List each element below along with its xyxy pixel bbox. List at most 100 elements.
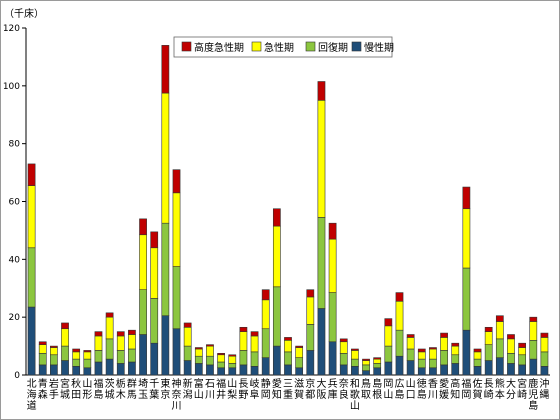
bar-segment (105, 316, 114, 340)
bar-segment (295, 367, 304, 376)
bar-segment (339, 353, 348, 366)
bar-segment (462, 329, 471, 376)
bar-segment (540, 337, 549, 353)
bar-segment (328, 222, 337, 240)
bar-segment (462, 208, 471, 269)
bar-segment (272, 345, 281, 376)
x-category-label: 大分 (506, 377, 516, 401)
bar-segment (194, 355, 203, 364)
bar-segment (217, 361, 225, 369)
legend-label: 高度急性期 (194, 41, 244, 54)
bar-segment (417, 348, 426, 353)
x-category-label: 福岡 (461, 377, 471, 401)
bar-segment (206, 345, 214, 357)
bar-segment (507, 363, 515, 376)
bar-segment (128, 329, 136, 335)
bar-segment (306, 289, 315, 298)
x-category-label: 宮崎 (517, 377, 527, 401)
x-category-label: 鳥取 (361, 377, 371, 401)
bar-segment (172, 169, 181, 194)
bar-segment (172, 328, 181, 376)
bar-segment (395, 292, 404, 302)
bar-segment (362, 364, 370, 371)
bar-segment (139, 234, 147, 290)
bar-segment (194, 347, 203, 350)
bar-segment (94, 350, 103, 363)
bar-segment (284, 339, 292, 353)
bar-segment (440, 350, 448, 366)
bar-segment (395, 355, 404, 376)
bar-segment (540, 332, 549, 338)
bar-segment (518, 347, 526, 356)
bar-segment (38, 344, 47, 354)
bar-segment (417, 351, 426, 360)
bar-segment (27, 247, 36, 308)
x-category-label: 埼玉 (138, 377, 148, 401)
x-category-label: 福井 (216, 377, 226, 401)
bar-segment (339, 341, 348, 354)
x-category-label: 鹿児島 (528, 377, 538, 412)
bar-segment (384, 361, 393, 376)
bar-segment (328, 238, 337, 293)
bar-segment (116, 363, 125, 376)
bar-segment (406, 360, 415, 376)
legend-label: 慢性期 (364, 41, 394, 54)
x-category-label: 兵庫 (328, 377, 338, 401)
bar-segment (61, 360, 69, 376)
bar-segment (306, 296, 315, 325)
bar-segment (440, 364, 448, 376)
bar-segment (116, 335, 125, 351)
bar-segment (507, 353, 515, 364)
bar-segment (317, 99, 326, 218)
bar-segment (27, 185, 36, 249)
bar-segment (161, 222, 170, 317)
bar-segment (507, 334, 515, 340)
bar-segment (284, 337, 292, 341)
bar-segment (72, 358, 81, 367)
bar-segment (317, 217, 326, 309)
bar-segment (217, 354, 225, 363)
bar-segment (484, 326, 493, 332)
x-category-label: 島根 (372, 377, 382, 401)
bar-segment (61, 345, 69, 361)
x-category-label: 秋田 (71, 377, 81, 401)
bar-segment (38, 353, 47, 366)
bar-segment (239, 326, 248, 332)
bar-segment (351, 350, 359, 360)
x-category-label: 山梨 (227, 378, 237, 401)
x-category-label: 石川 (205, 379, 215, 401)
bar-segment (395, 300, 404, 331)
bar-segment (261, 299, 270, 330)
bar-segment (339, 338, 348, 343)
x-category-label: 愛知 (272, 377, 282, 401)
bar-segment (116, 331, 125, 337)
x-category-label: 愛媛 (439, 377, 449, 401)
bar-segment (94, 335, 103, 351)
bar-segment (417, 367, 426, 376)
bar-segment (250, 335, 259, 353)
bar-segment (83, 358, 92, 369)
bar-segment (351, 348, 359, 351)
bar-segment (49, 364, 58, 376)
bar-segment (194, 348, 203, 357)
bar-segment (529, 358, 538, 376)
bar-segment (518, 342, 526, 348)
x-category-label: 徳島 (417, 377, 427, 401)
x-category-label: 熊本 (495, 377, 505, 401)
bar-segment (362, 360, 370, 366)
bar-segment (429, 347, 437, 350)
x-category-label: 高知 (450, 377, 460, 401)
bar-segment (94, 331, 103, 337)
bar-segment (72, 366, 81, 376)
bar-segment (183, 322, 192, 328)
x-category-label: 富山 (194, 377, 204, 401)
x-category-label: 大阪 (316, 377, 326, 401)
legend-label: 急性期 (264, 41, 294, 54)
bar-segment (139, 289, 147, 335)
bar-segment (206, 364, 214, 376)
y-tick-label: 80 (9, 140, 21, 150)
x-category-label: 青森 (38, 377, 48, 401)
x-category-label: 長野 (238, 378, 248, 401)
y-tick-label: 100 (3, 82, 20, 92)
legend-label: 回復期 (318, 41, 348, 54)
